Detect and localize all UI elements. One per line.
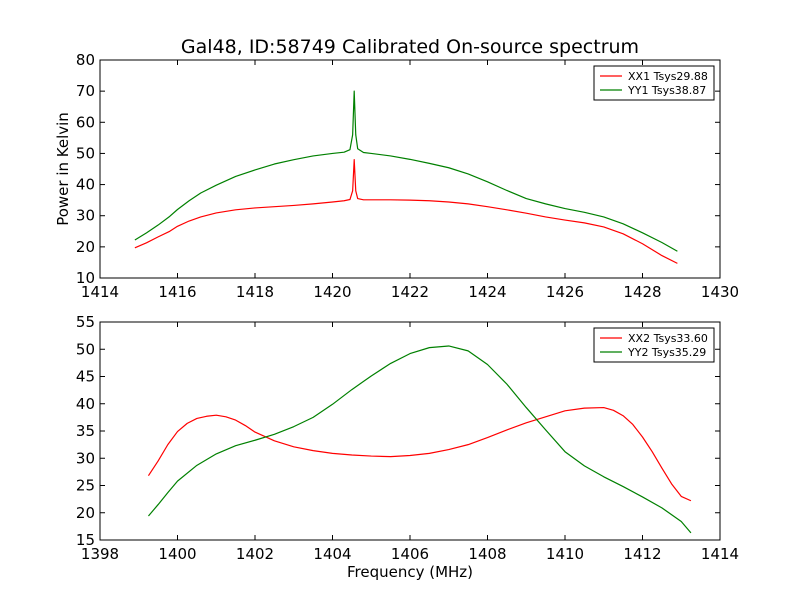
bottom-y-tick-label: 35 (76, 422, 95, 440)
bottom-legend-label-1: XX2 Tsys33.60 (628, 332, 708, 345)
bottom-legend-label-2: YY2 Tsys35.29 (627, 346, 706, 359)
bottom-x-tick-label: 1404 (313, 545, 351, 563)
bottom-y-tick-label: 30 (76, 449, 95, 467)
top-legend-box (593, 65, 715, 101)
bottom-y-tick-label: 25 (76, 477, 95, 495)
top-series-1-line (134, 159, 678, 264)
top-y-tick-label: 10 (76, 269, 95, 287)
top-x-tick-label: 1416 (158, 283, 196, 301)
bottom-series-1-line (147, 406, 692, 502)
top-legend-label-2: YY1 Tsys38.87 (627, 84, 706, 97)
top-x-tick-label: 1414 (81, 283, 119, 301)
bottom-x-tick-label: 1400 (158, 545, 196, 563)
bottom-x-tick-label: 1412 (623, 545, 661, 563)
top-y-tick-label: 50 (76, 144, 95, 162)
top-series-2-line (134, 90, 678, 252)
bottom-series-2-line (147, 345, 692, 534)
top-y-axis-label: Power in Kelvin (54, 112, 72, 226)
bottom-x-axis-label: Frequency (MHz) (347, 563, 473, 581)
bottom-x-tick-label: 1398 (81, 545, 119, 563)
top-y-tick-label: 80 (76, 51, 95, 69)
bottom-y-tick-label: 15 (76, 531, 95, 549)
bottom-y-tick-label: 55 (76, 313, 95, 331)
top-y-tick-label: 40 (76, 176, 95, 194)
bottom-panel: 1398 1400 1402 1404 1406 1408 1410 1412 1414 15 20… (76, 313, 739, 563)
chart-title: Gal48, ID:58749 Calibrated On-source spe… (181, 36, 639, 58)
top-y-tick-label: 20 (76, 238, 95, 256)
bottom-x-tick-label: 1408 (468, 545, 506, 563)
top-y-tick-label: 70 (76, 82, 95, 100)
top-x-tick-label: 1420 (313, 283, 351, 301)
bottom-y-tick-label: 50 (76, 340, 95, 358)
top-y-tick-label: 60 (76, 113, 95, 131)
bottom-y-tick-label: 20 (76, 504, 95, 522)
top-x-tick-label: 1418 (236, 283, 274, 301)
bottom-x-tick-label: 1414 (701, 545, 739, 563)
bottom-legend-box (593, 327, 715, 363)
top-x-tick-label: 1428 (623, 283, 661, 301)
top-x-tick-label: 1426 (546, 283, 584, 301)
bottom-x-tick-label: 1410 (546, 545, 584, 563)
top-x-tick-label: 1424 (468, 283, 506, 301)
bottom-y-tick-label: 45 (76, 368, 95, 386)
top-panel: 1414 1416 1418 1420 1422 1424 1426 1428 1430 10 20… (76, 51, 739, 301)
top-y-tick-label: 30 (76, 207, 95, 225)
bottom-x-tick-label: 1406 (391, 545, 429, 563)
top-x-tick-label: 1422 (391, 283, 429, 301)
bottom-y-tick-label: 40 (76, 395, 95, 413)
top-legend-label-1: XX1 Tsys29.88 (628, 70, 708, 83)
bottom-x-tick-label: 1402 (236, 545, 274, 563)
top-x-tick-label: 1430 (701, 283, 739, 301)
